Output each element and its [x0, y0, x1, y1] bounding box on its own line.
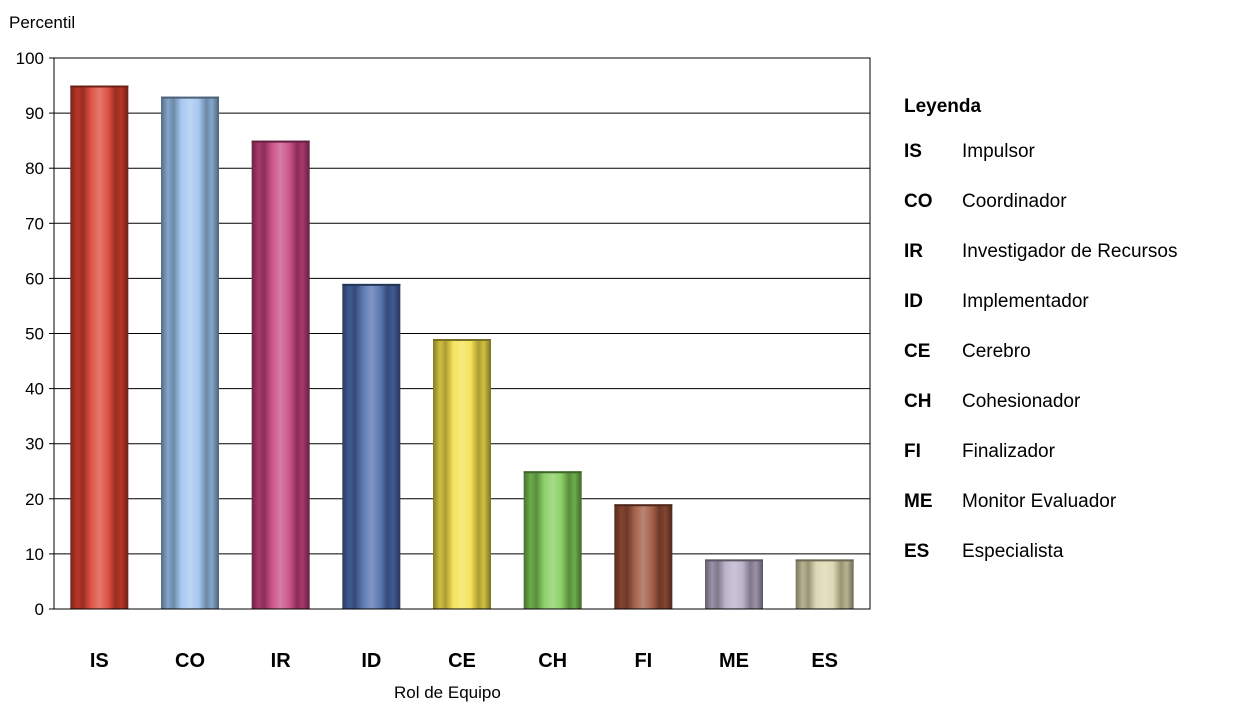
legend-code: IR: [904, 241, 923, 262]
legend-label: Implementador: [962, 291, 1089, 312]
legend-item-fi: FI Finalizador: [904, 441, 1177, 491]
legend-code: ME: [904, 491, 933, 512]
x-tick-label: IS: [90, 650, 109, 672]
legend: Leyenda IS Impulsor CO Coordinador IR Investi…: [904, 96, 1177, 591]
bar-is: [70, 85, 129, 610]
bar-co: [161, 96, 219, 609]
legend-label: Finalizador: [962, 441, 1055, 462]
x-tick-label: ME: [719, 650, 749, 672]
y-tick-label: 30: [25, 435, 44, 454]
legend-item-ch: CH Cohesionador: [904, 391, 1177, 441]
bar-es: [795, 559, 854, 609]
x-tick-label: ES: [811, 650, 838, 672]
y-tick-label: 20: [25, 490, 44, 509]
x-tick-label: ID: [361, 650, 381, 672]
legend-item-es: ES Especialista: [904, 541, 1177, 591]
legend-label: Monitor Evaluador: [962, 491, 1117, 512]
y-tick-label: 80: [25, 159, 44, 178]
legend-code: FI: [904, 441, 921, 462]
legend-code: IS: [904, 141, 922, 162]
legend-item-ir: IR Investigador de Recursos: [904, 241, 1177, 291]
legend-item-is: IS Impulsor: [904, 141, 1177, 191]
legend-item-id: ID Implementador: [904, 291, 1177, 341]
legend-item-ce: CE Cerebro: [904, 341, 1177, 391]
y-tick-label: 70: [25, 214, 44, 233]
legend-label: Cerebro: [962, 341, 1031, 362]
legend-code: ID: [904, 291, 923, 312]
y-tick-label: 40: [25, 380, 44, 399]
bar-ir: [251, 140, 310, 609]
legend-label: Cohesionador: [962, 391, 1081, 412]
x-tick-label: FI: [634, 650, 652, 672]
bar-ce: [433, 339, 491, 609]
legend-code: CE: [904, 341, 931, 362]
y-axis-title: Percentil: [9, 13, 76, 32]
legend-code: CO: [904, 191, 933, 212]
legend-label: Investigador de Recursos: [962, 241, 1178, 262]
legend-label: Impulsor: [962, 141, 1035, 162]
y-tick-label: 90: [25, 104, 44, 123]
legend-label: Coordinador: [962, 191, 1067, 212]
legend-item-co: CO Coordinador: [904, 191, 1177, 241]
bar-id: [342, 283, 401, 609]
y-tick-label: 50: [25, 325, 44, 344]
bar-me: [705, 559, 763, 609]
plot-area-frame: [53, 57, 871, 610]
x-tick-label: CE: [448, 650, 476, 672]
y-tick-label: 100: [16, 49, 44, 68]
legend-label: Especialista: [962, 541, 1064, 562]
x-tick-label: IR: [271, 650, 292, 672]
legend-item-me: ME Monitor Evaluador: [904, 491, 1177, 541]
y-tick-label: 10: [25, 545, 44, 564]
y-tick-label: 60: [25, 269, 44, 288]
x-tick-label: CO: [175, 650, 205, 672]
bar-chart: 0 10 20 30 40 50 60 70 80 90 100 IS CO IR ID CE CH FI ME E…: [16, 49, 871, 672]
legend-code: ES: [904, 541, 930, 562]
legend-code: CH: [904, 391, 932, 412]
legend-title: Leyenda: [904, 96, 982, 117]
y-tick-label: 0: [35, 600, 44, 619]
bar-fi: [614, 504, 673, 609]
x-tick-label: CH: [538, 650, 567, 672]
bar-ch: [523, 471, 582, 609]
x-axis-title: Rol de Equipo: [394, 683, 501, 702]
